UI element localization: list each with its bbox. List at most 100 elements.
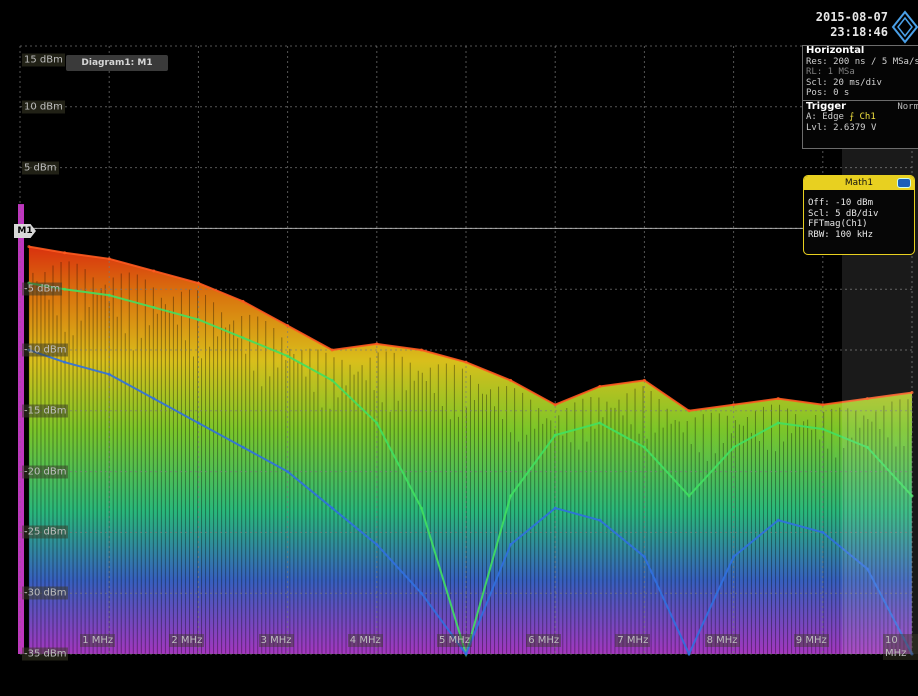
horizontal-trigger-panel[interactable]: Horizontal Res: 200 ns / 5 MSa/s RL: 1 M… [802, 45, 918, 149]
series-point [419, 506, 423, 510]
series-point [642, 445, 646, 449]
series-point [27, 245, 31, 249]
x-tick-label: 3 MHz [258, 634, 294, 647]
series-point [286, 354, 290, 358]
series-point [821, 403, 825, 407]
series-point [196, 281, 200, 285]
series-point [687, 494, 691, 498]
series-point [375, 421, 379, 425]
rising-edge-icon: ⨍ [849, 112, 855, 122]
y-tick-label: -35 dBm [22, 647, 69, 661]
series-point [910, 652, 914, 656]
series-point [419, 348, 423, 352]
math-scale: Scl: 5 dB/div [808, 208, 879, 219]
series-point [598, 384, 602, 388]
y-tick-label: -25 dBm [22, 525, 69, 539]
x-tick-label: 9 MHz [793, 634, 829, 647]
rohde-schwarz-logo-icon [891, 10, 918, 44]
y-tick-label: -10 dBm [22, 343, 69, 357]
diagram-tab[interactable]: Diagram1: M1 [66, 55, 168, 71]
series-point [152, 397, 156, 401]
trigger-title: Trigger [806, 100, 847, 112]
trigger-channel: Ch1 [859, 112, 876, 122]
math-offset: Off: -10 dBm [808, 198, 874, 208]
series-point [509, 494, 513, 498]
m1-reference-marker[interactable]: M1 [14, 224, 42, 238]
series-point [776, 518, 780, 522]
trigger-source-row: A: Edge ⨍ Ch1 [803, 112, 918, 123]
record-length-value: RL: 1 MSa [806, 67, 855, 77]
math1-body: Off: -10 dBm Scl: 5 dB/div FFTmag(Ch1) R… [804, 190, 914, 240]
series-point [732, 403, 736, 407]
series-point [553, 506, 557, 510]
x-tick-label: 4 MHz [347, 634, 383, 647]
series-point [63, 287, 67, 291]
resolution-value: Res: 200 ns / 5 MSa/s [806, 56, 918, 67]
series-point [865, 445, 869, 449]
series-point [107, 293, 111, 297]
series-point [464, 652, 468, 656]
series-point [865, 397, 869, 401]
series-point [286, 470, 290, 474]
series-point [732, 555, 736, 559]
scale-value: Scl: 20 ms/div [806, 77, 882, 88]
series-point [553, 433, 557, 437]
y-tick-label: -30 dBm [22, 586, 69, 600]
panel-divider [803, 99, 918, 101]
series-point [63, 360, 67, 364]
series-point [196, 421, 200, 425]
grid [19, 45, 913, 655]
y-tick-label: 5 dBm [22, 161, 59, 175]
minimize-icon[interactable] [897, 178, 911, 188]
series-point [821, 427, 825, 431]
series-point [776, 397, 780, 401]
series-point [330, 506, 334, 510]
y-tick-label: -20 dBm [22, 465, 69, 479]
math-function: FFTmag(Ch1) [808, 219, 868, 229]
series-point [910, 391, 914, 395]
series-point [330, 378, 334, 382]
x-tick-label: 10 MHz [883, 634, 918, 660]
series-point [330, 348, 334, 352]
math1-title-bar: Math1 [804, 176, 914, 190]
series-point [865, 567, 869, 571]
series-point [286, 324, 290, 328]
dc-spike [18, 204, 24, 654]
series-point [152, 269, 156, 273]
series-point [642, 555, 646, 559]
series-point [152, 305, 156, 309]
persistence-area [28, 246, 913, 654]
math-rbw: RBW: 100 kHz [808, 229, 874, 240]
series-point [63, 251, 67, 255]
trigger-header: Trigger Norm [803, 100, 918, 113]
position-value: Pos: 0 s [806, 88, 850, 98]
series-point [642, 378, 646, 382]
series-point [776, 421, 780, 425]
y-tick-label: 10 dBm [22, 100, 65, 114]
series-point [687, 652, 691, 656]
x-tick-label: 8 MHz [704, 634, 740, 647]
x-tick-label: 1 MHz [80, 634, 116, 647]
series-point [598, 421, 602, 425]
persistence-fill [18, 204, 913, 654]
m1-marker-label: M1 [14, 224, 36, 238]
series-point [241, 299, 245, 303]
series-point [196, 318, 200, 322]
series-point [732, 445, 736, 449]
series-point [509, 378, 513, 382]
x-tick-label: 7 MHz [615, 634, 651, 647]
series-point [509, 543, 513, 547]
math1-panel[interactable]: Math1 Off: -10 dBm Scl: 5 dB/div FFTmag(… [803, 175, 915, 255]
y-tick-label: -5 dBm [22, 282, 63, 296]
x-tick-label: 2 MHz [169, 634, 205, 647]
series-point [419, 591, 423, 595]
trigger-mode: Norm [897, 101, 918, 112]
time-text: 23:18:46 [830, 25, 888, 39]
trigger-type: Edge [822, 112, 844, 122]
series-point [553, 403, 557, 407]
series-point [375, 342, 379, 346]
date-time: 2015-08-07 23:18:46 [808, 10, 888, 40]
series-point [107, 372, 111, 376]
